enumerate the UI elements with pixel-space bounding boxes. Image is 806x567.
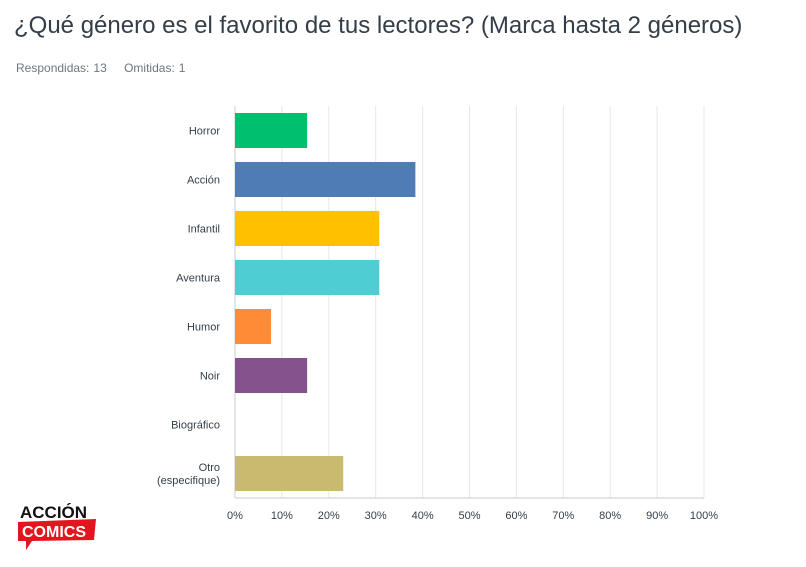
bar	[235, 113, 308, 148]
category-label: Horror	[189, 126, 221, 138]
category-label: Otro (especifique)	[157, 462, 220, 487]
category-label: Noir	[200, 371, 221, 383]
survey-question-title: ¿Qué género es el favorito de tus lector…	[14, 12, 743, 39]
x-tick-label: 50%	[458, 510, 480, 522]
x-tick-label: 0%	[227, 510, 243, 522]
bar	[235, 260, 380, 295]
skipped-label: Omitidas:	[124, 61, 175, 75]
x-tick-label: 90%	[646, 510, 668, 522]
x-tick-label: 100%	[690, 510, 718, 522]
x-tick-label: 30%	[365, 510, 387, 522]
category-label-line: Noir	[200, 371, 221, 383]
category-label-line: Acción	[187, 175, 220, 187]
category-label-line: Aventura	[176, 273, 221, 285]
bar	[235, 211, 380, 246]
x-tick-label: 40%	[412, 510, 434, 522]
bar	[235, 456, 344, 491]
answered-label: Respondidas:	[16, 61, 90, 75]
answered-count: 13	[93, 61, 107, 75]
x-tick-label: 80%	[599, 510, 621, 522]
bars	[235, 113, 416, 491]
category-label-line: Horror	[189, 126, 221, 138]
x-tick-label: 20%	[318, 510, 340, 522]
category-label: Humor	[187, 322, 220, 334]
grid-lines	[234, 106, 705, 499]
logo-line-1: ACCIÓN	[20, 503, 87, 522]
skipped-count: 1	[178, 61, 186, 75]
category-labels: Horror Acción Infantil Aventura Humor Noir Bio…	[157, 126, 221, 488]
logo-line-2: COMICS	[22, 524, 86, 541]
x-tick-label: 60%	[505, 510, 527, 522]
category-label-line: Infantil	[188, 224, 220, 236]
accion-comics-logo: ACCIÓN COMICS	[18, 503, 96, 550]
category-label: Biográfico	[171, 420, 220, 432]
category-label-line: Otro	[199, 462, 220, 474]
x-tick-label: 10%	[271, 510, 293, 522]
category-label: Acción	[187, 175, 220, 187]
x-tick-label: 70%	[552, 510, 574, 522]
bar	[235, 162, 416, 197]
category-label-line: (especifique)	[157, 475, 220, 487]
category-label-line: Humor	[187, 322, 220, 334]
category-label: Infantil	[188, 224, 220, 236]
bar	[235, 309, 272, 344]
x-tick-labels: 0% 10% 20% 30% 40% 50% 60% 70% 80% 90% 100%	[227, 510, 718, 522]
logo-red-badge	[18, 519, 96, 550]
response-stats: Respondidas: 13 Omitidas: 1	[16, 61, 199, 75]
category-label-line: Biográfico	[171, 420, 220, 432]
bar	[235, 358, 308, 393]
category-label: Aventura	[176, 273, 221, 285]
